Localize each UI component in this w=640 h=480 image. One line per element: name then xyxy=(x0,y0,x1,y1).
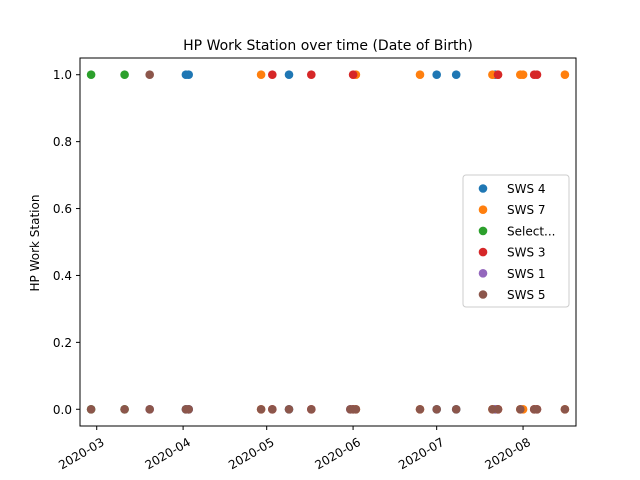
legend-marker xyxy=(478,247,488,257)
legend-marker xyxy=(478,269,488,278)
data-point xyxy=(284,405,294,414)
x-axis: 2020-03 2020-04 2020-05 2020-06 2020-07 2020-… xyxy=(56,426,533,472)
data-point xyxy=(268,405,277,414)
y-axis-label: HP Work Station xyxy=(28,195,42,292)
data-point xyxy=(256,70,266,79)
data-point xyxy=(516,405,525,414)
data-point xyxy=(451,70,461,79)
y-tick-label: 1.0 xyxy=(53,68,72,82)
plot-area-frame xyxy=(79,57,577,427)
data-point xyxy=(493,405,503,414)
data-point xyxy=(184,70,193,79)
data-point xyxy=(268,70,277,79)
legend-label: SWS 5 xyxy=(507,288,546,302)
data-point xyxy=(432,70,442,79)
data-point xyxy=(518,70,528,79)
legend-marker xyxy=(478,290,488,299)
data-point xyxy=(451,405,461,414)
data-point xyxy=(560,70,570,79)
legend: SWS 4 SWS 7 Select... SWS 3 SWS 1 SWS 5 xyxy=(462,174,570,308)
y-tick-label: 0.6 xyxy=(53,202,72,216)
x-tick-label: 2020-05 xyxy=(226,435,276,472)
legend-box xyxy=(462,174,570,308)
data-point xyxy=(307,70,316,79)
data-point xyxy=(145,70,154,79)
chart-title: HP Work Station over time (Date of Birth… xyxy=(183,38,473,54)
x-tick-label: 2020-04 xyxy=(143,435,193,472)
x-tick-label: 2020-08 xyxy=(483,435,533,472)
legend-label: SWS 7 xyxy=(507,203,546,217)
data-point xyxy=(493,70,503,79)
data-point xyxy=(415,405,425,414)
legend-label: Select... xyxy=(507,224,555,238)
data-point xyxy=(256,405,266,414)
data-point xyxy=(532,70,542,79)
legend-label: SWS 1 xyxy=(507,267,546,281)
y-tick-label: 0.2 xyxy=(53,336,72,350)
data-point xyxy=(348,70,358,79)
data-point xyxy=(432,405,442,414)
data-point xyxy=(560,405,570,414)
legend-label: SWS 3 xyxy=(507,246,546,260)
y-axis: 0.0 0.2 0.4 0.6 0.8 1.0 xyxy=(53,68,80,417)
x-tick-label: 2020-03 xyxy=(56,435,106,472)
data-point xyxy=(284,70,294,79)
data-point xyxy=(415,70,425,79)
data-point xyxy=(120,405,129,414)
data-point xyxy=(86,70,96,79)
data-point xyxy=(532,405,542,414)
y-tick-label: 0.8 xyxy=(53,135,72,149)
legend-marker xyxy=(478,226,488,236)
x-tick-label: 2020-07 xyxy=(396,435,446,472)
data-point xyxy=(184,405,193,414)
data-point xyxy=(145,405,154,414)
data-point xyxy=(86,405,96,414)
legend-marker xyxy=(478,205,488,214)
y-tick-label: 0.4 xyxy=(53,269,72,283)
data-point xyxy=(307,405,316,414)
data-points xyxy=(86,70,570,414)
legend-label: SWS 4 xyxy=(507,182,546,196)
x-tick-label: 2020-06 xyxy=(313,435,363,472)
data-point xyxy=(351,405,361,414)
legend-marker xyxy=(478,184,488,193)
data-point xyxy=(120,70,129,79)
y-tick-label: 0.0 xyxy=(53,403,72,417)
